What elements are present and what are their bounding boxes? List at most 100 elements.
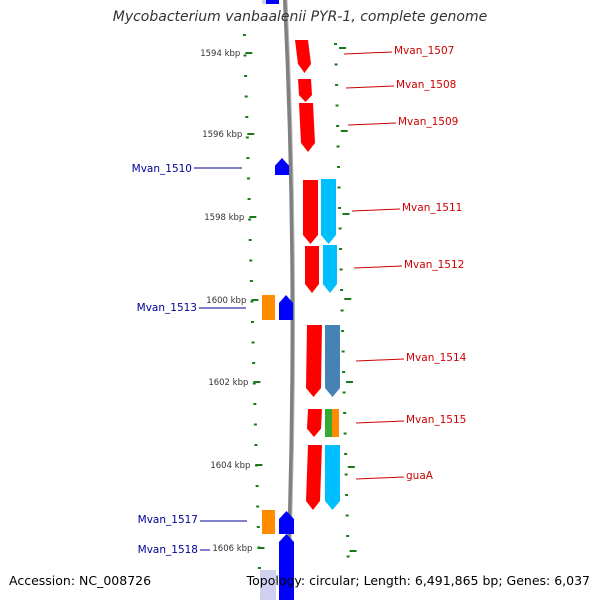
forward-gene-label: Mvan_1509 — [398, 116, 458, 128]
forward-gene-arrow — [303, 180, 318, 244]
tick-mark-inner — [252, 382, 256, 385]
scale-tick-outer — [342, 213, 350, 215]
tick-mark-outer — [340, 289, 344, 291]
scale-label: 1606 kbp — [212, 544, 252, 554]
scale-tick-outer — [349, 550, 357, 552]
scale-label: 1600 kbp — [206, 296, 246, 306]
reverse-gene-arrow — [279, 295, 293, 320]
forward-gene-arrow — [307, 409, 322, 437]
tick-mark-outer — [346, 555, 350, 558]
tick-mark-inner — [242, 34, 246, 36]
tick-mark-inner — [245, 136, 249, 139]
reverse-gene-label: Mvan_1517 — [138, 514, 198, 526]
tick-mark-outer — [339, 248, 343, 250]
tick-mark-inner — [255, 485, 259, 487]
accession-text: Accession: NC_008726 — [9, 573, 152, 588]
cog-block-orange — [262, 295, 275, 320]
tick-mark-inner — [250, 300, 254, 303]
scale-tick-outer — [344, 298, 352, 300]
forward-gene-label: Mvan_1511 — [402, 202, 462, 214]
forward-gene-label: Mvan_1515 — [406, 414, 466, 426]
scale-tick-outer — [340, 130, 348, 132]
cog-block-orange — [262, 510, 275, 534]
gene-label-leader — [353, 265, 403, 269]
tick-mark-outer — [345, 494, 349, 496]
tick-mark-inner — [248, 218, 252, 221]
cog-block-steelblue — [325, 325, 340, 397]
forward-gene-arrow — [306, 325, 322, 397]
tick-mark-inner — [245, 116, 249, 118]
tick-mark-outer — [342, 371, 346, 373]
cog-block-lavender — [262, 0, 266, 4]
forward-gene-label: Mvan_1508 — [396, 79, 456, 91]
reverse-gene-label: Mvan_1513 — [137, 302, 197, 314]
forward-gene-arrow — [295, 40, 311, 73]
tick-mark-outer — [344, 453, 348, 455]
reverse-gene-label: Mvan_1518 — [138, 544, 198, 556]
tick-mark-outer — [334, 63, 338, 66]
tick-mark-outer — [335, 84, 339, 86]
tick-mark-outer — [338, 207, 342, 209]
tick-mark-inner — [252, 362, 256, 364]
tick-mark-outer — [342, 391, 346, 394]
tick-mark-outer — [345, 514, 349, 517]
tick-mark-inner — [249, 280, 253, 282]
cog-block-cyan — [323, 245, 337, 293]
forward-gene-label: Mvan_1514 — [406, 352, 467, 364]
cog-block-green — [325, 409, 332, 437]
tick-mark-outer — [341, 350, 345, 353]
scale-tick-outer — [347, 466, 355, 468]
reverse-gene-label: Mvan_1510 — [132, 163, 192, 175]
tick-mark-inner — [253, 423, 257, 426]
forward-gene-arrow — [305, 246, 319, 293]
gene-label-leader — [343, 51, 393, 55]
tick-mark-inner — [256, 505, 260, 508]
reverse-gene-arrow — [279, 511, 294, 534]
tick-mark-inner — [256, 526, 260, 528]
tick-mark-outer — [337, 166, 341, 168]
reverse-gene-arrow — [265, 0, 279, 4]
gene-label-leader — [347, 122, 397, 126]
forward-gene-label: Mvan_1507 — [394, 45, 454, 57]
forward-gene-arrow — [298, 79, 312, 102]
tick-mark-inner — [248, 239, 252, 241]
backbone-highlight — [286, 0, 296, 600]
topology-text: Topology: circular; Length: 6,491,865 bp… — [246, 573, 590, 588]
scale-tick — [249, 216, 257, 218]
tick-mark-inner — [243, 54, 247, 57]
tick-mark-inner — [246, 157, 250, 159]
forward-gene-arrow — [299, 103, 315, 152]
tick-mark-outer — [335, 104, 339, 107]
scale-label: 1602 kbp — [208, 378, 248, 388]
gene-label-leader — [345, 85, 395, 89]
tick-mark-outer — [336, 145, 340, 148]
gene-label-leader — [355, 358, 405, 362]
scale-tick — [255, 464, 263, 466]
tick-mark-outer — [337, 186, 341, 189]
scale-label: 1604 kbp — [210, 461, 250, 471]
tick-mark-outer — [340, 309, 344, 312]
gene-label-leader — [355, 420, 405, 424]
tick-mark-inner — [251, 321, 255, 323]
tick-mark-outer — [343, 412, 347, 414]
gene-label-leader — [355, 476, 405, 480]
scale-tick — [257, 547, 265, 549]
tick-mark-inner — [249, 259, 253, 262]
forward-gene-label: Mvan_1512 — [404, 259, 464, 271]
tick-mark-outer — [339, 268, 343, 271]
tick-mark-outer — [341, 330, 345, 332]
tick-mark-outer — [338, 227, 342, 230]
tick-mark-outer — [336, 125, 340, 127]
cog-block-orange — [332, 409, 339, 437]
reverse-gene-arrow — [275, 158, 289, 175]
tick-mark-inner — [246, 177, 250, 180]
cog-block-cyan — [325, 445, 340, 510]
tick-mark-inner — [253, 403, 257, 405]
tick-mark-outer — [334, 43, 338, 45]
scale-label: 1596 kbp — [202, 130, 242, 140]
scale-tick — [251, 299, 259, 301]
cog-block-cyan — [321, 179, 336, 244]
scale-label: 1598 kbp — [204, 213, 244, 223]
